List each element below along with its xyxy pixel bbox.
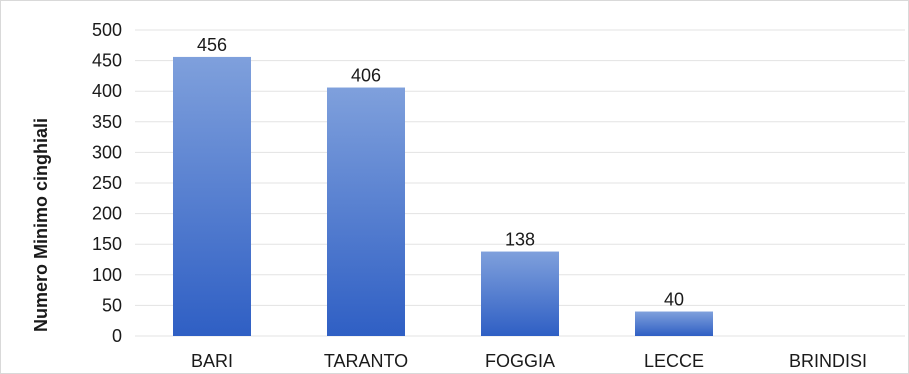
gridlines [135,29,905,337]
x-category-brindisi: BRINDISI [789,351,867,371]
y-axis-label: Numero Minimo cinghiali [31,118,51,332]
x-category-taranto: TARANTO [324,351,408,371]
bar-taranto [327,87,405,336]
y-tick-label: 100 [92,265,122,285]
data-label-foggia: 138 [505,230,535,250]
x-category-foggia: FOGGIA [485,351,555,371]
bar-foggia [481,251,559,336]
x-category-lecce: LECCE [644,351,704,371]
bar-lecce [635,311,713,336]
x-category-bari: BARI [191,351,233,371]
y-axis-ticks: 0 50 100 150 200 250 300 350 400 450 500 [92,20,122,346]
data-label-bari: 456 [197,35,227,55]
x-axis-categories: BARI TARANTO FOGGIA LECCE BRINDISI [191,351,867,371]
bar-bari [173,56,251,336]
data-label-taranto: 406 [351,66,381,86]
y-tick-label: 400 [92,81,122,101]
data-labels: 456 406 138 40 [197,35,684,310]
data-label-lecce: 40 [664,290,684,310]
y-tick-label: 500 [92,20,122,40]
y-tick-label: 0 [112,326,122,346]
y-tick-label: 50 [102,295,122,315]
y-tick-label: 250 [92,173,122,193]
y-tick-label: 150 [92,234,122,254]
y-tick-label: 450 [92,51,122,71]
y-tick-label: 350 [92,112,122,132]
bars [173,56,713,336]
y-tick-label: 200 [92,204,122,224]
y-tick-label: 300 [92,142,122,162]
